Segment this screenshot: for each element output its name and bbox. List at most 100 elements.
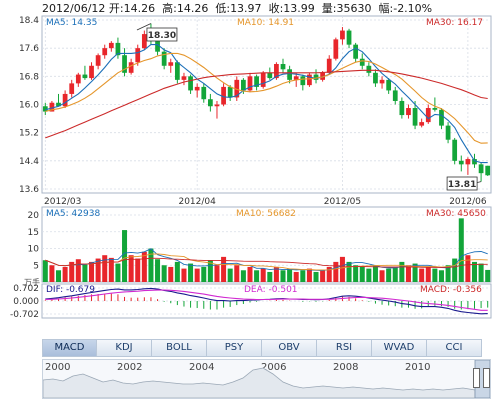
volume-bar [366, 268, 372, 282]
volume-bar [300, 270, 306, 282]
candle-body [359, 58, 365, 66]
candle-body [320, 72, 326, 80]
open-value: 14.26 [123, 2, 156, 15]
price-y-tick: 14.4 [19, 157, 39, 167]
volume-bar [445, 265, 451, 282]
volume-bar [141, 251, 147, 282]
tab-boll[interactable]: BOLL [152, 339, 207, 357]
candle-body [69, 83, 75, 94]
candle-body [49, 102, 55, 112]
candle-body [287, 69, 292, 80]
low-label: 低 [215, 2, 227, 15]
volume-bar [353, 265, 359, 282]
candle-body [56, 102, 61, 107]
macd-y-tick: 0.000 [13, 297, 39, 307]
price-ma30-line [45, 69, 488, 139]
volume-bar [326, 266, 332, 282]
volume-bar [471, 261, 478, 282]
volume-bar [392, 266, 398, 282]
navigator-left-handle[interactable] [473, 368, 480, 388]
indicator-tabs: MACD KDJ BOLL PSY OBV RSI WVAD CCI [42, 339, 482, 357]
candle-body [42, 106, 48, 112]
high-value: 14.26 [176, 2, 209, 15]
candle-body [188, 76, 193, 91]
volume-bar [168, 266, 174, 282]
volume-bar [346, 261, 352, 282]
min-callout-label: 13.81 [448, 180, 476, 190]
volume-bar [293, 271, 299, 282]
volume-bar [267, 271, 273, 282]
volume-bar [148, 248, 154, 282]
candle-body [89, 65, 94, 79]
volume-bar [42, 260, 48, 282]
volume-bar [458, 218, 464, 282]
volume-bar [194, 268, 200, 282]
navigator-year-label: 2010 [405, 362, 431, 373]
navigator-year-label: 2002 [117, 362, 143, 373]
volume-ma30-label: MA30: 45650 [426, 209, 486, 219]
volume-bar [465, 255, 471, 282]
candle-body [221, 86, 226, 105]
volume-y-tick: 15 [28, 228, 39, 238]
volume-value: 35630 [336, 2, 372, 15]
candle-body [366, 65, 372, 73]
candle-body [141, 34, 147, 49]
volume-bar [201, 266, 207, 282]
high-label: 高 [162, 2, 174, 15]
candle-body [313, 74, 319, 80]
volume-bar [214, 265, 220, 282]
volume-ma10-label: MA10: 56682 [236, 209, 296, 219]
price-ma30-label: MA30: 16.17 [426, 18, 484, 28]
candle-body [234, 79, 240, 98]
candle-body [340, 30, 345, 40]
tab-macd[interactable]: MACD [42, 339, 97, 357]
low-value: 13.97 [230, 2, 262, 15]
candle-body [274, 64, 279, 79]
candle-body [280, 64, 286, 70]
volume-bar [234, 265, 240, 282]
volume-ma5-line [45, 248, 488, 272]
candle-body [135, 48, 141, 63]
candle-body [227, 86, 233, 98]
candle-body [108, 42, 114, 49]
volume-bar [221, 256, 227, 282]
volume-bar [75, 259, 81, 282]
price-x-tick: 2012/04 [178, 197, 216, 207]
volume-bar [313, 271, 319, 282]
candle-body [333, 39, 339, 59]
tab-obv[interactable]: OBV [262, 339, 317, 357]
price-y-tick: 18.4 [19, 16, 39, 26]
price-y-tick: 17.6 [19, 44, 39, 54]
price-y-tick: 16.8 [19, 72, 39, 82]
volume-bar [95, 258, 101, 282]
tab-rsi[interactable]: RSI [317, 339, 372, 357]
range-navigator[interactable]: 2000 2002 2004 2006 2008 2010 [42, 359, 491, 399]
price-ma10-line [45, 52, 488, 144]
volume-bar [419, 268, 425, 282]
navigator-right-handle[interactable] [483, 368, 490, 388]
volume-bar [174, 261, 180, 282]
candle-body [386, 79, 392, 91]
candle-body [254, 76, 259, 87]
volume-bar [240, 270, 246, 282]
candle-body [260, 72, 266, 87]
candle-body [326, 58, 332, 73]
volume-bar [320, 270, 326, 282]
candle-body [247, 76, 253, 91]
macd-dea-line [45, 289, 488, 311]
tab-cci[interactable]: CCI [427, 339, 482, 357]
tab-wvad[interactable]: WVAD [372, 339, 427, 357]
volume-bar [62, 266, 68, 282]
volume-bar [273, 266, 279, 282]
volume-bar [425, 266, 431, 282]
tab-psy[interactable]: PSY [207, 339, 262, 357]
candle-body [445, 125, 451, 140]
candle-body [472, 159, 477, 165]
volume-bar [339, 256, 345, 282]
volume-bar [386, 268, 392, 282]
volume-unit: 万手 [24, 278, 40, 287]
tab-kdj[interactable]: KDJ [97, 339, 152, 357]
candle-body [174, 62, 180, 80]
volume-ma5-label: MA5: 42938 [46, 209, 101, 219]
